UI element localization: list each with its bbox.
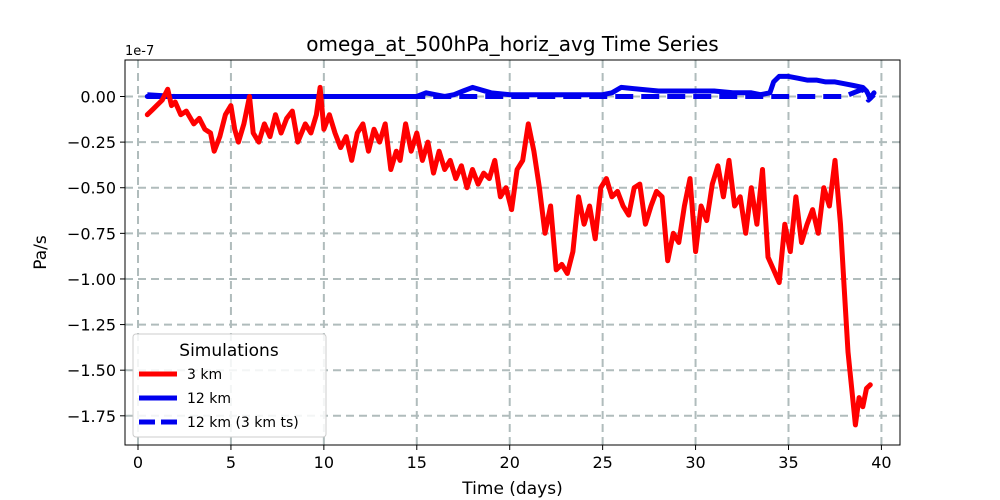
y-tick-label: −0.25 — [67, 133, 116, 152]
legend-title: Simulations — [179, 341, 279, 361]
y-tick-label: −0.75 — [67, 224, 116, 243]
legend-box — [132, 333, 327, 438]
x-tick-label: 10 — [314, 453, 334, 472]
series-line-3-km — [144, 84, 873, 428]
y-tick-label: 0.00 — [80, 87, 116, 106]
series-line-12-km — [144, 73, 877, 101]
x-axis-label: Time (days) — [461, 479, 562, 499]
x-tick-label: 20 — [500, 453, 520, 472]
x-tick-label: 40 — [871, 453, 891, 472]
y-tick-label: −0.50 — [67, 179, 116, 198]
x-tick-label: 25 — [592, 453, 612, 472]
x-tick-label: 30 — [685, 453, 705, 472]
y-tick-label: −1.50 — [67, 361, 116, 380]
plot-frame — [124, 59, 901, 446]
chart-title: omega_at_500hPa_horiz_avg Time Series — [306, 32, 718, 56]
y-axis-offset-label: 1e-7 — [125, 44, 154, 59]
legend-label-3km: 3 km — [187, 367, 222, 383]
y-axis-label: Pa/s — [31, 235, 51, 270]
legend-label-12km: 12 km — [187, 391, 231, 407]
y-tick-label: −1.00 — [67, 270, 116, 289]
x-tick-label: 15 — [407, 453, 427, 472]
x-tick-label: 35 — [778, 453, 798, 472]
y-tick-label: −1.25 — [67, 316, 116, 335]
x-tick-label: 5 — [226, 453, 236, 472]
legend-label-12km-3km-ts: 12 km (3 km ts) — [187, 415, 299, 431]
y-tick-label: −1.75 — [67, 407, 116, 426]
x-tick-label: 0 — [133, 453, 143, 472]
legend: Simulations 3 km 12 km 12 km (3 km ts) — [132, 333, 327, 438]
series-layer — [144, 73, 877, 428]
ticks: 0 5 10 15 20 25 30 35 40 0.00 −0.25 −0.50 −0.75 −1.00… — [67, 87, 892, 472]
